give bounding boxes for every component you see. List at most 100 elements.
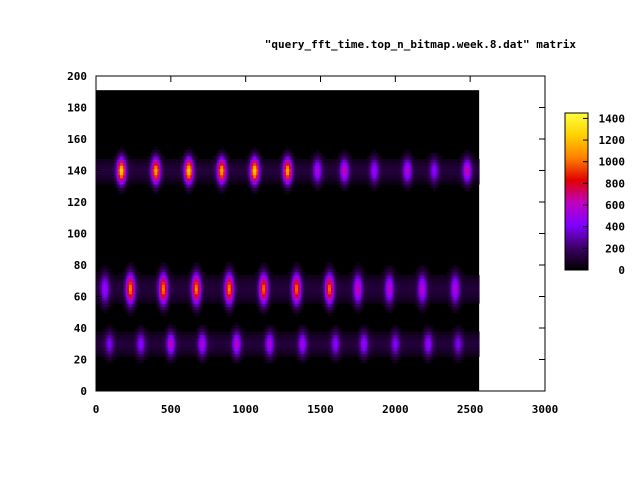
heatmap-cell: [444, 293, 447, 298]
heatmap-cell: [202, 287, 205, 292]
heatmap-cell: [115, 290, 118, 295]
heatmap-cell: [392, 293, 395, 298]
heatmap-cell: [130, 347, 133, 351]
heatmap-cell: [307, 328, 309, 332]
heatmap-cell: [128, 340, 131, 345]
heatmap-cell: [339, 281, 342, 285]
heatmap-cell: [449, 331, 452, 335]
heatmap-cell: [302, 353, 305, 357]
heatmap-cell: [260, 300, 263, 304]
heatmap-cell: [218, 343, 221, 348]
heatmap-cell: [353, 296, 356, 301]
heatmap-cell: [422, 309, 425, 314]
heatmap-cell: [104, 350, 107, 354]
heatmap-cell: [232, 275, 235, 279]
heatmap-cell: [455, 334, 458, 339]
heatmap-cell: [181, 343, 184, 348]
heatmap-cell: [420, 334, 423, 339]
heatmap-cell: [154, 331, 157, 335]
heatmap-cell: [425, 337, 428, 342]
heatmap-cell: [230, 306, 233, 310]
heatmap-cell: [209, 331, 212, 335]
heatmap-cell: [389, 350, 392, 354]
heatmap-cell: [426, 331, 429, 335]
heatmap-cell: [464, 287, 467, 292]
heatmap-cell: [164, 296, 167, 301]
heatmap-cell: [113, 278, 116, 282]
heatmap-cell: [275, 284, 278, 288]
heatmap-cell: [214, 337, 217, 342]
heatmap-cell: [302, 347, 305, 351]
heatmap-cell: [471, 343, 474, 348]
heatmap-cell: [170, 340, 173, 345]
heatmap-cell: [173, 325, 176, 329]
heatmap-cell: [344, 275, 347, 279]
heatmap-cell: [235, 293, 238, 298]
heatmap-cell: [209, 281, 212, 285]
heatmap-cell: [402, 343, 405, 348]
heatmap-cell: [103, 328, 106, 332]
heatmap-cell: [263, 296, 266, 301]
heatmap-cell: [333, 347, 336, 351]
heatmap-cell: [452, 331, 455, 335]
heatmap-cell: [206, 275, 209, 279]
heatmap-cell: [140, 284, 143, 288]
heatmap-cell: [362, 287, 365, 292]
heatmap-cell: [470, 350, 473, 354]
heatmap-cell: [389, 328, 392, 332]
heatmap-cell: [104, 347, 107, 351]
heatmap-cell: [458, 353, 461, 357]
heatmap-cell: [435, 340, 438, 345]
heatmap-cell: [139, 293, 142, 298]
heatmap-cell: [453, 350, 456, 354]
heatmap-cell: [353, 350, 356, 354]
heatmap-cell: [290, 290, 293, 295]
heatmap-cell: [115, 284, 118, 288]
heatmap-cell: [164, 309, 167, 314]
heatmap-cell: [429, 340, 432, 345]
heatmap-cell: [218, 350, 221, 354]
heatmap-cell: [200, 284, 203, 288]
heatmap-cell: [392, 353, 395, 357]
heatmap-cell: [109, 293, 112, 298]
heatmap-cell: [235, 350, 238, 354]
heatmap-cell: [428, 347, 431, 351]
heatmap-cell: [163, 309, 166, 314]
heatmap-cell: [410, 331, 413, 335]
heatmap-cell: [417, 331, 420, 335]
heatmap-cell: [215, 347, 218, 351]
heatmap-cell: [449, 347, 452, 351]
heatmap-cell: [369, 337, 372, 342]
heatmap-cell: [404, 275, 407, 279]
heatmap-cell: [112, 293, 115, 298]
heatmap-cell: [410, 296, 413, 301]
heatmap-cell: [260, 281, 263, 285]
heatmap-cell: [360, 353, 363, 357]
heatmap-cell: [193, 284, 196, 288]
heatmap-cell: [136, 290, 139, 295]
heatmap-cell: [241, 296, 244, 301]
heatmap-cell: [425, 328, 428, 332]
heatmap-cell: [248, 287, 251, 292]
heatmap-cell: [390, 347, 393, 351]
heatmap-cell: [323, 278, 326, 282]
heatmap-cell: [232, 328, 235, 332]
heatmap-cell: [142, 347, 145, 351]
heatmap-cell: [206, 300, 209, 304]
heatmap-cell: [271, 334, 274, 339]
heatmap-cell: [157, 306, 160, 310]
heatmap-cell: [239, 325, 242, 329]
heatmap-cell: [392, 275, 395, 279]
heatmap-cell: [271, 296, 274, 301]
heatmap-cell: [458, 284, 461, 288]
heatmap-cell: [372, 343, 375, 348]
heatmap-cell: [350, 350, 353, 354]
heatmap-cell: [419, 350, 422, 354]
heatmap-cell: [425, 275, 428, 279]
heatmap-cell: [287, 350, 290, 354]
heatmap-cell: [359, 356, 362, 361]
heatmap-cell: [148, 334, 151, 339]
heatmap-cell: [310, 278, 312, 282]
heatmap-cell: [205, 296, 208, 301]
heatmap-cell: [386, 350, 389, 354]
